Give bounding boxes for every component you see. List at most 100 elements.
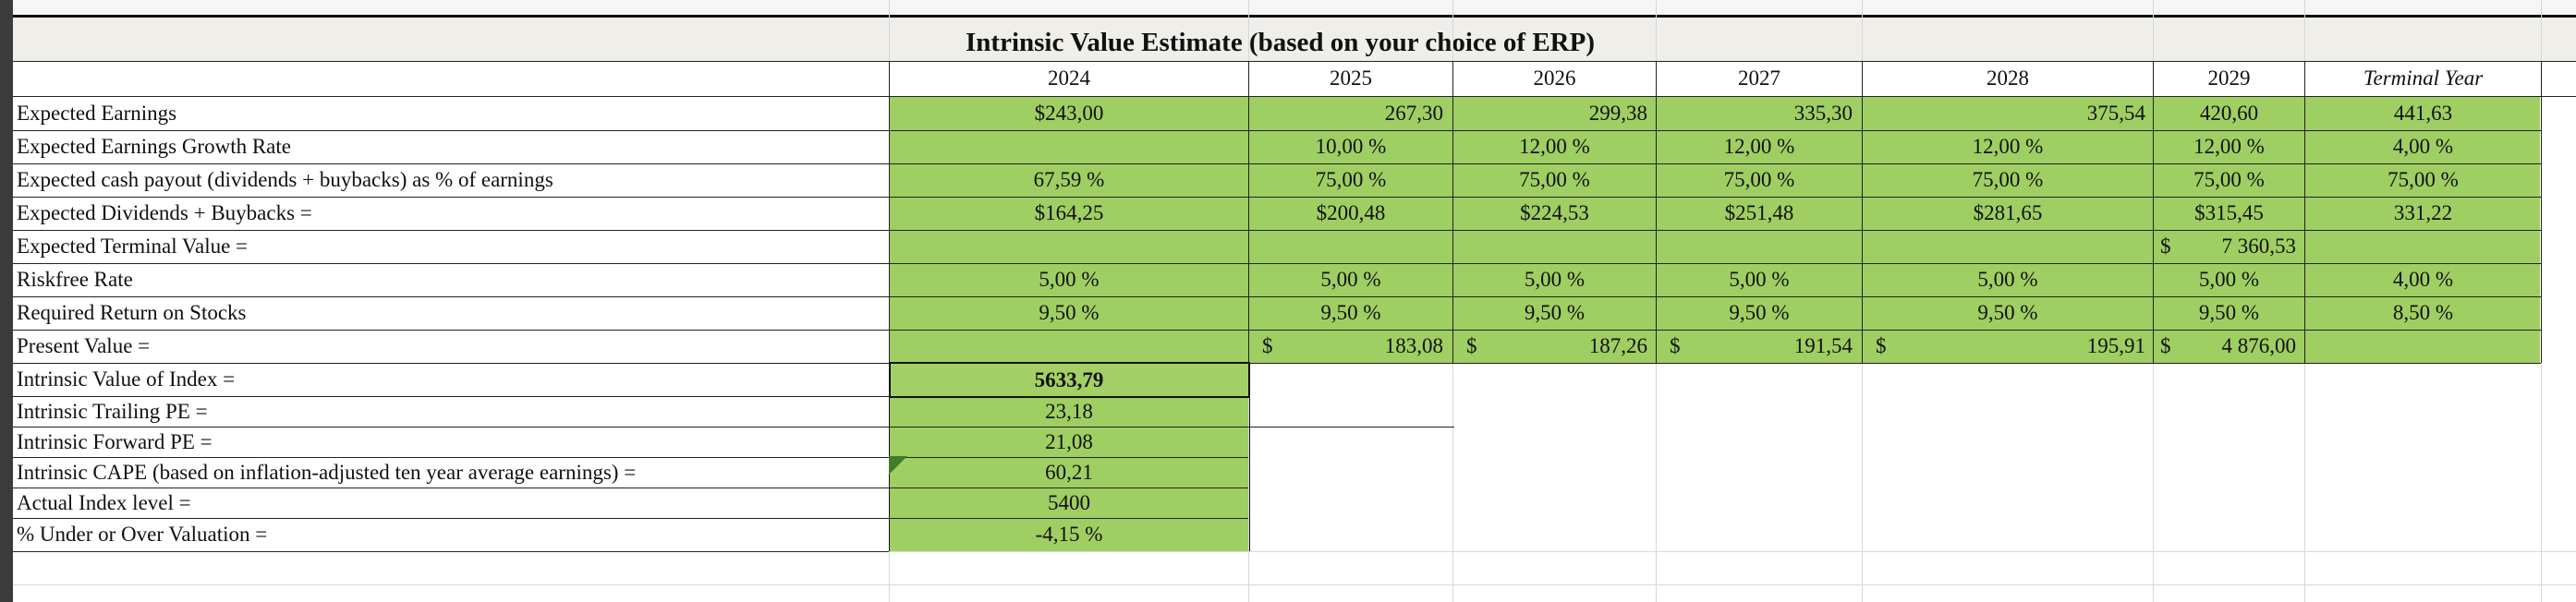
gridline-h-0 <box>13 61 2576 62</box>
cell-dividends-2024[interactable]: $164,25 <box>1034 201 1104 224</box>
summary-block-fill <box>890 398 1248 551</box>
summary-line-2 <box>890 457 1248 458</box>
row-line-5 <box>13 263 2541 264</box>
cell-return-2028[interactable]: 9,50 % <box>1977 301 2038 324</box>
cell-dividends-2026[interactable]: $224,53 <box>1520 201 1589 224</box>
cell-riskfree-2026[interactable]: 5,00 % <box>1524 268 1586 291</box>
cell-dividends-2027[interactable]: $251,48 <box>1724 201 1794 224</box>
cell-growth-2029[interactable]: 12,00 % <box>2193 135 2265 158</box>
cell-payout-2027[interactable]: 75,00 % <box>1723 168 1795 191</box>
cell-return-2025[interactable]: 9,50 % <box>1320 301 1381 324</box>
left-frame-bar <box>0 0 13 602</box>
col-sep-4 <box>1862 61 1863 363</box>
cell-pv-2025-currency[interactable]: $ <box>1262 334 1273 357</box>
row-line-13 <box>13 518 889 519</box>
cell-intrinsic-value[interactable]: 5633,79 <box>1034 368 1104 391</box>
label-growth-rate: Expected Earnings Growth Rate <box>17 135 291 158</box>
cell-growth-2027[interactable]: 12,00 % <box>1723 135 1795 158</box>
cell-under-over[interactable]: -4,15 % <box>1035 523 1103 546</box>
cell-riskfree-terminal[interactable]: 4,00 % <box>2392 268 2454 291</box>
row-line-6 <box>13 296 2541 297</box>
cell-pv-2026-currency[interactable]: $ <box>1466 334 1477 357</box>
cell-earnings-terminal[interactable]: 441,63 <box>2393 102 2453 125</box>
row-line-3 <box>13 197 2541 198</box>
cell-dividends-2025[interactable]: $200,48 <box>1316 201 1386 224</box>
cell-payout-2025[interactable]: 75,00 % <box>1315 168 1387 191</box>
cell-earnings-2028[interactable]: 375,54 <box>2086 102 2145 125</box>
cell-riskfree-2028[interactable]: 5,00 % <box>1977 268 2038 291</box>
comment-indicator <box>889 456 907 475</box>
label-trailing-pe: Intrinsic Trailing PE = <box>17 400 208 423</box>
label-dividends-buybacks: Expected Dividends + Buybacks = <box>17 201 312 224</box>
cell-dividends-terminal[interactable]: 331,22 <box>2393 201 2453 224</box>
cell-terminal-value-currency[interactable]: $ <box>2160 235 2171 258</box>
label-intrinsic-value: Intrinsic Value of Index = <box>17 367 236 391</box>
cell-terminal-value-amount[interactable]: 7 360,53 <box>2221 235 2297 258</box>
col-sep-6 <box>2304 61 2305 363</box>
cell-forward-pe[interactable]: 21,08 <box>1045 430 1093 453</box>
row-line-8 <box>13 363 2541 364</box>
cell-pv-2027-currency[interactable]: $ <box>1670 334 1681 357</box>
cell-payout-2029[interactable]: 75,00 % <box>2193 168 2265 191</box>
cell-payout-2024[interactable]: 67,59 % <box>1033 168 1105 191</box>
cell-return-2029[interactable]: 9,50 % <box>2198 301 2260 324</box>
cell-payout-terminal[interactable]: 75,00 % <box>2388 168 2459 191</box>
cell-pv-2029-amount[interactable]: 4 876,00 <box>2221 334 2297 357</box>
cell-pv-2027-amount[interactable]: 191,54 <box>1793 334 1853 357</box>
cell-payout-2028[interactable]: 75,00 % <box>1972 168 2044 191</box>
cell-pv-2029-currency[interactable]: $ <box>2160 334 2171 357</box>
cell-riskfree-2027[interactable]: 5,00 % <box>1729 268 1790 291</box>
cell-riskfree-2024[interactable]: 5,00 % <box>1039 268 1100 291</box>
row-line-2 <box>13 163 2541 164</box>
cell-actual-index[interactable]: 5400 <box>1048 491 1090 514</box>
label-terminal-value: Expected Terminal Value = <box>17 235 249 258</box>
col-sep-1 <box>1248 61 1249 363</box>
row-line-11 <box>13 457 889 458</box>
label-payout: Expected cash payout (dividends + buybac… <box>17 168 553 191</box>
column-header-2027: 2027 <box>1738 66 1780 90</box>
cell-earnings-2027[interactable]: 335,30 <box>1793 102 1853 125</box>
gridline-h-bottom-2 <box>13 584 2576 585</box>
label-under-over: % Under or Over Valuation = <box>17 523 268 546</box>
cell-earnings-2026[interactable]: 299,38 <box>1588 102 1647 125</box>
cell-return-terminal[interactable]: 8,50 % <box>2392 301 2454 324</box>
cell-return-2026[interactable]: 9,50 % <box>1524 301 1586 324</box>
cell-growth-terminal[interactable]: 4,00 % <box>2392 135 2454 158</box>
row-line-4 <box>13 230 2541 231</box>
gridline-h-bottom-1 <box>889 551 2576 552</box>
label-riskfree-rate: Riskfree Rate <box>17 268 133 291</box>
column-header-2029: 2029 <box>2207 66 2251 90</box>
top-band <box>13 0 2576 15</box>
cell-growth-2026[interactable]: 12,00 % <box>1519 135 1590 158</box>
cell-return-2027[interactable]: 9,50 % <box>1729 301 1790 324</box>
cell-earnings-2025[interactable]: 267,30 <box>1384 102 1443 125</box>
cell-earnings-2029[interactable]: 420,60 <box>2199 102 2259 125</box>
cell-dividends-2029[interactable]: $315,45 <box>2194 201 2264 224</box>
summary-line-4 <box>890 518 1248 519</box>
cell-growth-2028[interactable]: 12,00 % <box>1972 135 2044 158</box>
column-header-terminal-year: Terminal Year <box>2363 66 2484 90</box>
cell-pv-2026-amount[interactable]: 187,26 <box>1588 334 1647 357</box>
label-required-return: Required Return on Stocks <box>17 301 247 324</box>
col-sep-2 <box>1452 61 1453 363</box>
cell-pv-2028-amount[interactable]: 195,91 <box>2086 334 2145 357</box>
cell-dividends-2028[interactable]: $281,65 <box>1973 201 2043 224</box>
cell-return-2024[interactable]: 9,50 % <box>1039 301 1100 324</box>
intrinsic-value-box[interactable] <box>889 362 1250 398</box>
cell-riskfree-2029[interactable]: 5,00 % <box>2198 268 2260 291</box>
row-line-1 <box>13 130 2541 131</box>
cell-pv-2028-currency[interactable]: $ <box>1876 334 1887 357</box>
cell-trailing-pe[interactable]: 23,18 <box>1045 400 1093 423</box>
label-actual-index: Actual Index level = <box>17 491 191 514</box>
cell-earnings-2024[interactable]: $243,00 <box>1034 102 1104 125</box>
cell-cape[interactable]: 60,21 <box>1045 461 1093 484</box>
label-expected-earnings: Expected Earnings <box>17 102 177 125</box>
cell-growth-2025[interactable]: 10,00 % <box>1315 135 1387 158</box>
col-sep-5 <box>2153 61 2154 363</box>
cell-riskfree-2025[interactable]: 5,00 % <box>1320 268 1381 291</box>
cell-payout-2026[interactable]: 75,00 % <box>1519 168 1590 191</box>
col-sep-3 <box>1656 61 1657 363</box>
title-band <box>13 18 2576 61</box>
col-sep-7 <box>2541 61 2542 363</box>
cell-pv-2025-amount[interactable]: 183,08 <box>1384 334 1443 357</box>
